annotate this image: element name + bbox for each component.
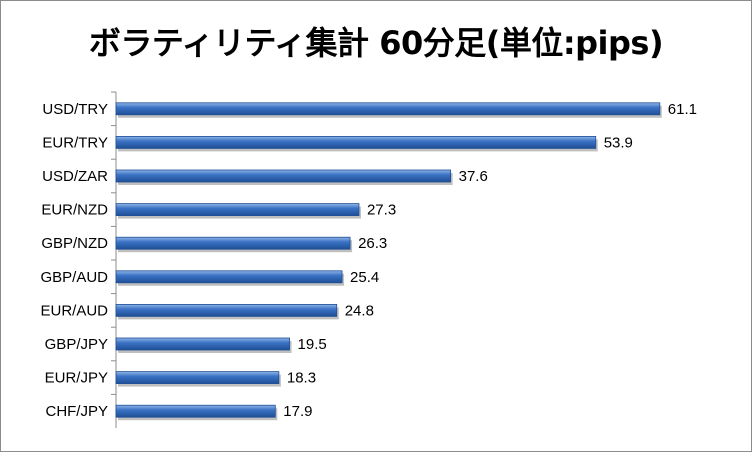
category-label: GBP/JPY [45,336,108,353]
category-label: GBP/NZD [41,235,108,252]
value-label: 37.6 [459,168,488,185]
chart-title: ボラティリティ集計 60分足(単位:pips) [88,24,664,62]
category-label: EUR/JPY [45,370,108,387]
value-label: 26.3 [358,235,387,252]
category-label: USD/TRY [42,101,108,118]
bar [115,236,351,250]
category-label: EUR/TRY [42,134,108,151]
value-label: 18.3 [287,370,316,387]
bar [115,404,276,418]
bar [115,203,360,217]
category-label: USD/ZAR [42,168,108,185]
bar [115,102,661,116]
bar [115,303,338,317]
category-label: GBP/AUD [40,269,108,286]
category-label: CHF/JPY [45,403,108,420]
bar [115,135,597,149]
category-label: EUR/AUD [40,302,108,319]
value-label: 25.4 [350,269,379,286]
value-label: 19.5 [298,336,327,353]
value-label: 17.9 [283,403,312,420]
value-label: 24.8 [345,302,374,319]
value-label: 27.3 [367,202,396,219]
bar [115,371,280,385]
value-label: 53.9 [604,134,633,151]
value-label: 61.1 [668,101,697,118]
bar [115,337,290,351]
category-label: EUR/NZD [41,202,108,219]
bar [115,270,343,284]
bar [115,169,452,183]
